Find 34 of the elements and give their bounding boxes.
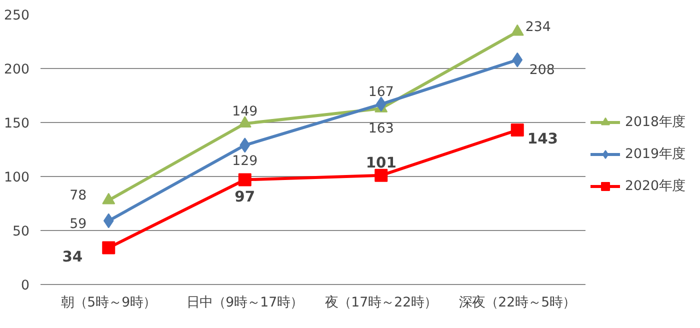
data-label: 234 bbox=[525, 20, 551, 35]
legend-label: 2018年度 bbox=[625, 114, 685, 131]
x-tick-label: 夜（17時～22時） bbox=[325, 294, 438, 310]
point bbox=[238, 116, 252, 128]
y-tick-label: 0 bbox=[21, 278, 30, 294]
legend-label: 2020年度 bbox=[625, 178, 685, 195]
data-label: 101 bbox=[366, 154, 396, 172]
point bbox=[376, 96, 386, 112]
y-tick-label: 250 bbox=[4, 8, 30, 24]
point bbox=[374, 168, 388, 182]
point bbox=[512, 52, 523, 68]
point bbox=[510, 124, 524, 137]
data-label: 78 bbox=[70, 188, 87, 204]
point bbox=[102, 241, 116, 254]
y-tick-label: 200 bbox=[4, 62, 30, 78]
point bbox=[240, 138, 250, 153]
data-label: 59 bbox=[70, 216, 87, 232]
x-tick-label: 日中（9時～17時） bbox=[186, 296, 304, 310]
data-label: 149 bbox=[232, 104, 258, 120]
data-label: 143 bbox=[527, 130, 558, 148]
data-label: 167 bbox=[368, 85, 394, 100]
data-label: 129 bbox=[232, 154, 258, 170]
point bbox=[238, 173, 252, 186]
y-tick-label: 150 bbox=[4, 116, 30, 132]
point bbox=[103, 213, 114, 228]
data-label: 163 bbox=[368, 121, 394, 136]
y-tick-label: 50 bbox=[12, 224, 30, 240]
data-label: 97 bbox=[234, 188, 256, 206]
point bbox=[510, 24, 524, 36]
y-tick-label: 100 bbox=[4, 170, 30, 186]
x-tick-label: 深夜（22時～5時） bbox=[459, 294, 576, 310]
legend-label: 2019年度 bbox=[625, 146, 685, 163]
x-tick-label: 朝（5時～9時） bbox=[61, 296, 156, 310]
data-label: 34 bbox=[62, 248, 83, 266]
